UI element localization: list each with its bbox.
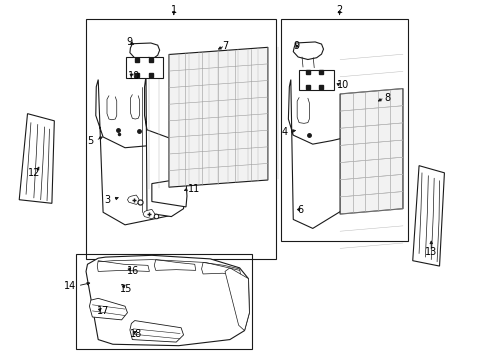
Polygon shape	[288, 80, 346, 228]
Text: 8: 8	[384, 93, 390, 103]
Polygon shape	[19, 114, 54, 203]
Polygon shape	[96, 80, 185, 225]
Bar	[126, 57, 163, 78]
Bar	[281, 19, 407, 241]
Bar	[76, 253, 251, 348]
Text: 6: 6	[297, 206, 303, 216]
Bar	[298, 70, 333, 90]
Polygon shape	[130, 320, 183, 342]
Text: 9: 9	[126, 37, 132, 47]
Text: 3: 3	[104, 195, 110, 205]
Polygon shape	[127, 195, 140, 204]
Polygon shape	[143, 210, 156, 219]
Polygon shape	[293, 42, 323, 59]
Text: 13: 13	[424, 247, 436, 257]
Text: 10: 10	[128, 71, 141, 81]
Text: 10: 10	[336, 80, 348, 90]
Text: 15: 15	[120, 284, 132, 294]
Polygon shape	[339, 89, 402, 214]
Text: 7: 7	[222, 41, 228, 50]
Polygon shape	[130, 43, 159, 60]
Bar	[86, 19, 276, 259]
Text: 16: 16	[126, 266, 139, 276]
Polygon shape	[152, 178, 186, 207]
Polygon shape	[144, 76, 185, 217]
Polygon shape	[154, 260, 195, 270]
Text: 12: 12	[28, 168, 40, 178]
Text: 18: 18	[130, 329, 142, 339]
Polygon shape	[89, 298, 127, 320]
Polygon shape	[86, 255, 249, 346]
Polygon shape	[224, 268, 249, 330]
Polygon shape	[168, 47, 267, 187]
Polygon shape	[412, 166, 444, 266]
Text: 4: 4	[281, 127, 287, 136]
Text: 11: 11	[187, 184, 200, 194]
Text: 2: 2	[336, 5, 342, 15]
Text: 14: 14	[64, 281, 76, 291]
Polygon shape	[97, 261, 149, 271]
Text: 5: 5	[87, 136, 93, 145]
Text: 1: 1	[170, 5, 177, 15]
Polygon shape	[201, 262, 240, 275]
Text: 9: 9	[293, 41, 299, 50]
Text: 17: 17	[97, 306, 109, 316]
